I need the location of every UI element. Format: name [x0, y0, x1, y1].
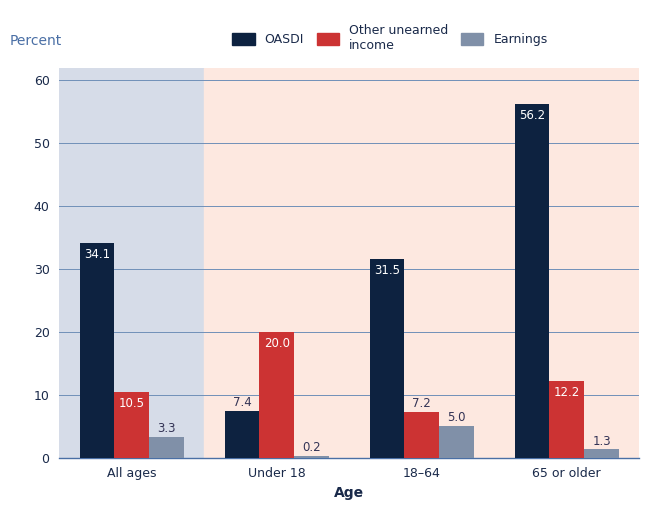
Bar: [349, 68, 494, 458]
Text: 7.4: 7.4: [233, 396, 251, 409]
Text: 1.3: 1.3: [592, 435, 611, 448]
Bar: [80, 243, 115, 458]
X-axis label: Age: Age: [334, 486, 364, 500]
Bar: [260, 332, 294, 458]
Text: 7.2: 7.2: [413, 397, 431, 410]
Bar: [204, 68, 349, 458]
Bar: [494, 68, 639, 458]
Text: 3.3: 3.3: [158, 422, 176, 435]
Text: Percent: Percent: [10, 34, 62, 48]
Bar: [294, 457, 329, 458]
Bar: [405, 412, 439, 458]
Bar: [370, 259, 405, 458]
Text: 12.2: 12.2: [554, 386, 580, 399]
Bar: [149, 437, 184, 458]
Bar: [225, 411, 260, 458]
Text: 5.0: 5.0: [447, 411, 466, 424]
Text: 0.2: 0.2: [302, 441, 321, 454]
Text: 10.5: 10.5: [119, 397, 145, 410]
Text: 20.0: 20.0: [264, 337, 290, 350]
Bar: [584, 449, 619, 458]
Text: 56.2: 56.2: [519, 109, 545, 122]
Text: 31.5: 31.5: [374, 265, 400, 278]
Text: 34.1: 34.1: [84, 248, 110, 261]
Bar: [59, 68, 204, 458]
Bar: [439, 426, 474, 458]
Bar: [550, 381, 584, 458]
Bar: [515, 104, 550, 458]
Bar: [115, 392, 149, 458]
Legend: OASDI, Other unearned
income, Earnings: OASDI, Other unearned income, Earnings: [227, 19, 552, 57]
